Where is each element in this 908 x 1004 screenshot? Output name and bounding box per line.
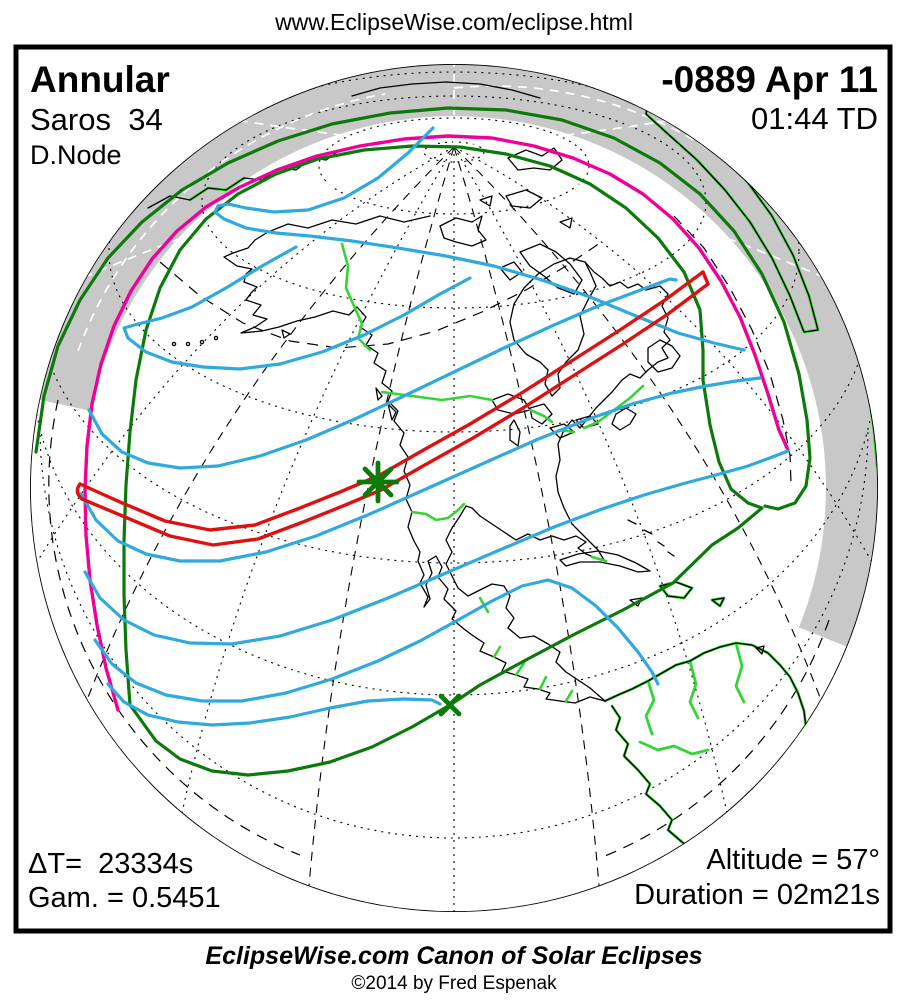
eclipse-time-label: 01:44 TD xyxy=(751,101,878,136)
annular-path-east-cap xyxy=(701,270,710,286)
gamma-label: Gam. = 0.5451 xyxy=(28,882,221,914)
us-canada-border xyxy=(380,390,494,402)
north-america-east-coast xyxy=(445,261,671,702)
greatest-eclipse-marker xyxy=(356,460,400,504)
annular-path-south-limit xyxy=(80,282,710,547)
map-frame xyxy=(13,44,893,934)
arctic-band-coast xyxy=(351,81,541,99)
central-america-borders xyxy=(478,596,574,703)
newfoundland xyxy=(647,339,681,373)
rise-set-curve-inner xyxy=(122,144,764,777)
hour-line-blue-5 xyxy=(83,449,790,646)
coastlines xyxy=(147,81,878,863)
globe-map xyxy=(30,64,878,912)
eclipse-date-label: -0889 Apr 11 xyxy=(661,59,878,100)
annular-path-west-cap xyxy=(75,482,84,501)
hour-line-blue-3 xyxy=(87,277,678,470)
south-america-green-west xyxy=(610,704,698,863)
cuba-border-bit xyxy=(590,555,608,563)
footer-title: EclipseWise.com Canon of Solar Eclipses xyxy=(205,942,702,970)
pacific-islands xyxy=(281,329,397,421)
us-mexico-border xyxy=(410,502,466,522)
hour-line-blue-2 xyxy=(122,245,472,371)
page-url-text: www.EclipseWise.com/eclipse.html xyxy=(274,9,633,35)
node-label: D.Node xyxy=(30,140,122,170)
graticule-meridians xyxy=(36,146,873,912)
arctic-archipelago xyxy=(439,147,583,295)
cuba xyxy=(559,550,651,573)
south-america-borders xyxy=(638,641,746,756)
altitude-label: Altitude = 57° xyxy=(706,844,880,876)
penumbral-limit-magenta xyxy=(83,134,790,712)
hudson-bay xyxy=(509,257,597,397)
saros-label: Saros 34 xyxy=(30,102,163,137)
bahamas xyxy=(627,519,675,557)
hour-line-blue-6 xyxy=(93,578,660,703)
path-point-x-marker xyxy=(438,693,462,717)
delta-t-label: ΔT= 23334s xyxy=(28,848,193,880)
footer-copyright: ©2014 by Fred Espenak xyxy=(351,973,557,994)
duration-label: Duration = 02m21s xyxy=(634,879,880,911)
rise-set-curve-outer xyxy=(34,106,812,511)
eclipse-type-label: Annular xyxy=(30,59,170,100)
hour-line-blue-4 xyxy=(79,376,762,563)
dashed-curves xyxy=(48,215,830,859)
hour-line-blue-7 xyxy=(106,682,442,727)
nova-scotia xyxy=(611,407,637,431)
south-america-west-coast xyxy=(611,705,697,862)
hour-line-blue-1 xyxy=(213,126,746,352)
